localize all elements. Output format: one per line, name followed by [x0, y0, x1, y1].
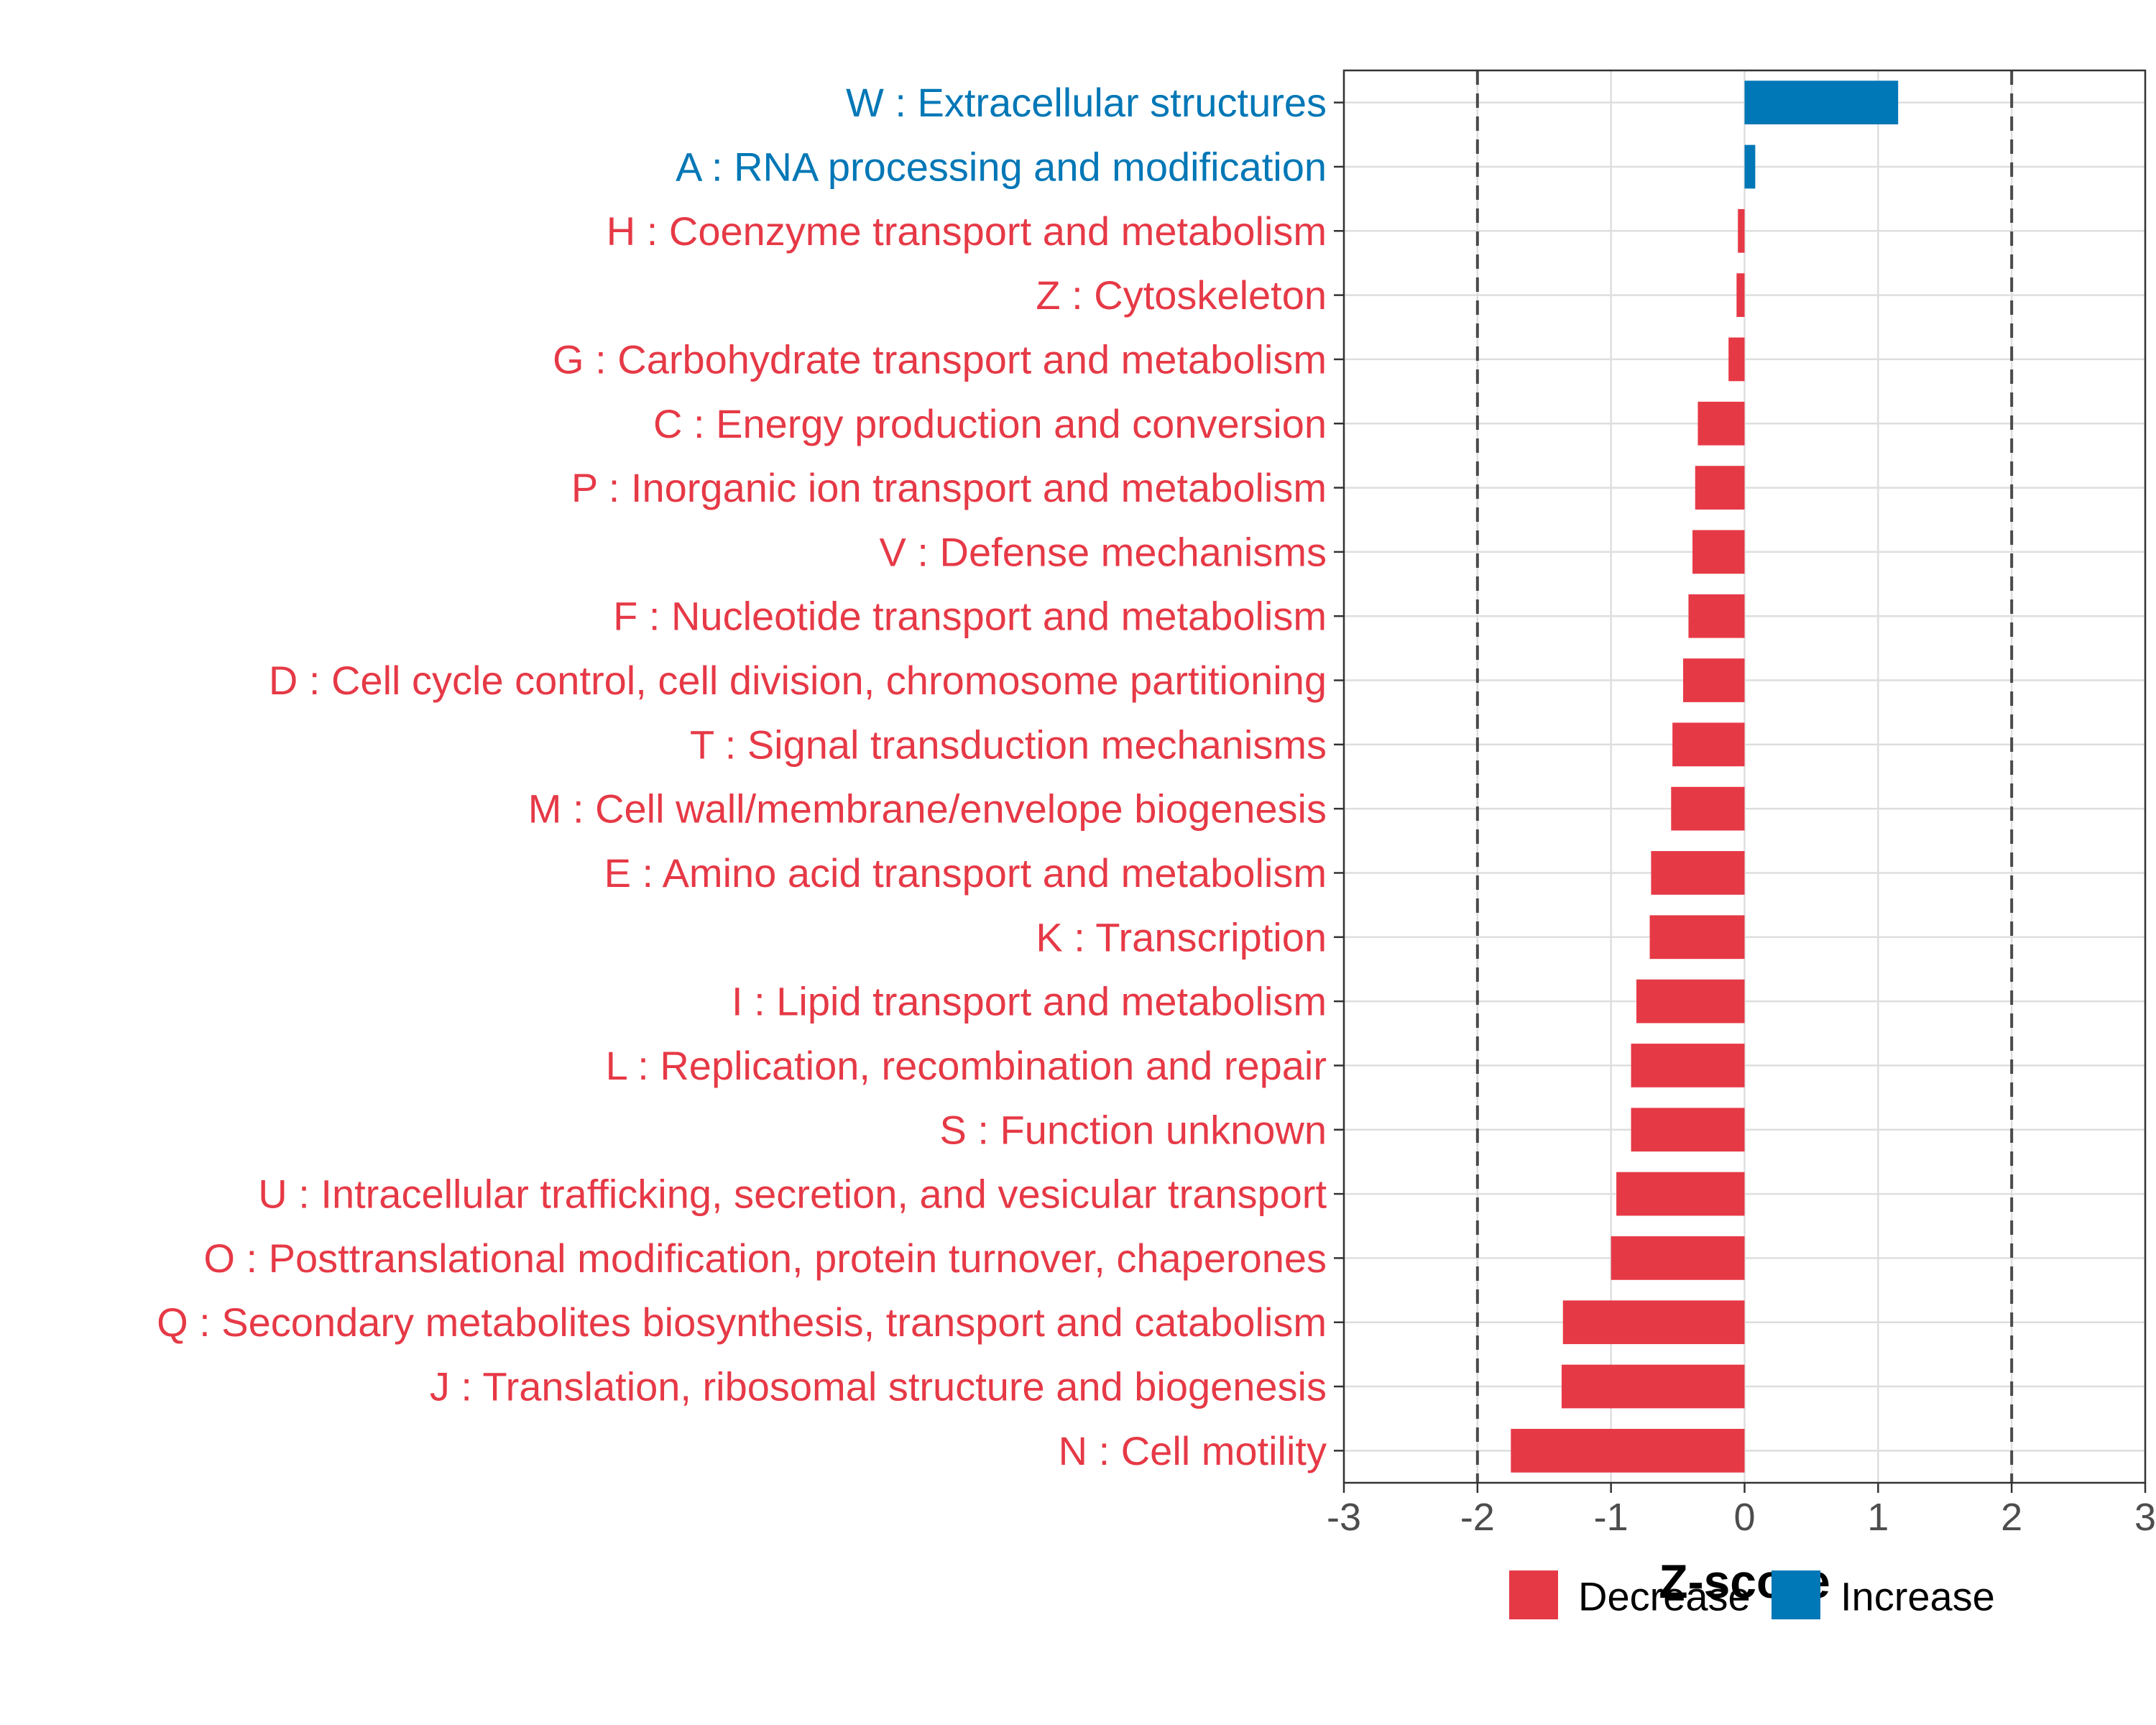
category-label: W : Extracellular structures — [846, 80, 1327, 125]
category-label: I : Lipid transport and metabolism — [732, 979, 1327, 1024]
category-label: S : Function unknown — [939, 1107, 1327, 1152]
category-label: A : RNA processing and modification — [676, 144, 1327, 189]
bar — [1738, 208, 1745, 253]
reference-lines — [1475, 70, 2014, 1483]
category-label: L : Replication, recombination and repai… — [606, 1043, 1327, 1088]
bar — [1611, 1236, 1745, 1280]
bar — [1651, 851, 1745, 895]
bar — [1671, 786, 1745, 831]
bar — [1631, 1108, 1745, 1152]
bar — [1744, 144, 1756, 189]
x-axis-ticks: -3 -2 -1 0 1 2 3 — [1327, 1483, 2156, 1539]
bar — [1744, 80, 1899, 125]
bar — [1562, 1300, 1745, 1345]
bars — [1511, 80, 1899, 1473]
category-label: V : Defense mechanisms — [880, 529, 1327, 574]
legend-label-decrease: Decrease — [1578, 1574, 1751, 1619]
bar — [1683, 658, 1745, 702]
x-tick-label: -3 — [1327, 1496, 1361, 1539]
x-tick-label: 0 — [1733, 1496, 1755, 1539]
x-tick-label: 2 — [2001, 1496, 2022, 1539]
category-label: F : Nucleotide transport and metabolism — [613, 594, 1327, 639]
category-label: M : Cell wall/membrane/envelope biogenes… — [528, 786, 1327, 832]
bar — [1736, 273, 1745, 317]
legend: Decrease Increase — [1509, 1570, 1995, 1619]
category-label: C : Energy production and conversion — [653, 401, 1327, 446]
category-label: D : Cell cycle control, cell division, c… — [269, 658, 1327, 703]
category-label: N : Cell motility — [1059, 1428, 1327, 1473]
bar — [1631, 1044, 1745, 1087]
bar — [1728, 337, 1745, 382]
x-tick-label: -1 — [1594, 1496, 1628, 1539]
category-label: T : Signal transduction mechanisms — [690, 722, 1327, 767]
x-tick-label: -2 — [1460, 1496, 1495, 1539]
bar — [1511, 1428, 1745, 1473]
y-axis-ticks — [1334, 101, 1344, 1452]
category-label: E : Amino acid transport and metabolism — [604, 850, 1327, 896]
bar — [1688, 594, 1745, 638]
category-label: U : Intracellular trafficking, secretion… — [258, 1172, 1327, 1217]
bar — [1616, 1172, 1745, 1216]
bar — [1649, 915, 1745, 960]
category-label: Q : Secondary metabolites biosynthesis, … — [157, 1300, 1327, 1345]
category-labels: W : Extracellular structures A : RNA proc… — [157, 80, 1327, 1473]
category-label: J : Translation, ribosomal structure and… — [430, 1364, 1327, 1409]
bar — [1636, 979, 1745, 1024]
bar — [1692, 530, 1745, 574]
category-label: K : Transcription — [1036, 914, 1327, 960]
category-label: H : Coenzyme transport and metabolism — [607, 208, 1327, 254]
x-tick-label: 1 — [1867, 1496, 1889, 1539]
category-label: Z : Cytoskeleton — [1036, 272, 1327, 318]
category-label: P : Inorganic ion transport and metaboli… — [571, 465, 1327, 510]
bar — [1672, 722, 1745, 767]
x-tick-label: 3 — [2134, 1496, 2156, 1539]
legend-swatch-increase — [1772, 1570, 1820, 1619]
legend-swatch-decrease — [1509, 1570, 1558, 1619]
category-label: O : Posttranslational modification, prot… — [203, 1236, 1327, 1281]
bar — [1697, 401, 1745, 446]
bar — [1561, 1364, 1745, 1409]
legend-label-increase: Increase — [1841, 1574, 1995, 1619]
category-label: G : Carbohydrate transport and metabolis… — [553, 336, 1327, 382]
bar — [1695, 466, 1745, 510]
